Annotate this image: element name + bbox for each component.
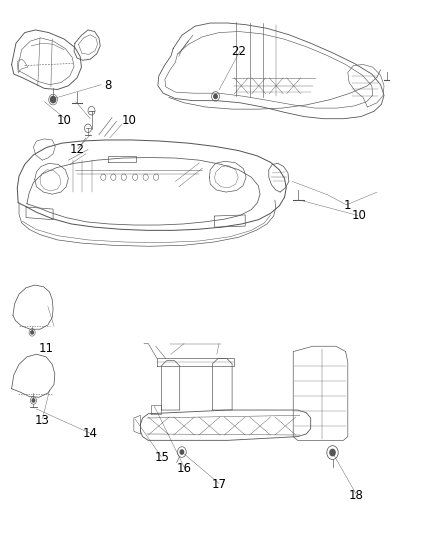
Text: 22: 22 [231,45,246,58]
Circle shape [214,94,217,99]
Text: 1: 1 [344,199,352,212]
Text: 18: 18 [349,489,364,502]
Circle shape [32,399,35,402]
Circle shape [330,449,335,456]
Circle shape [31,331,33,334]
Text: 16: 16 [177,462,191,475]
Circle shape [50,96,56,103]
Circle shape [180,450,184,454]
Text: 17: 17 [212,478,226,491]
Text: 13: 13 [35,414,49,427]
Text: 8: 8 [104,79,111,92]
Text: 11: 11 [39,342,54,356]
Text: 14: 14 [83,427,98,440]
Text: 12: 12 [70,143,85,156]
Text: 15: 15 [155,451,170,464]
Text: 10: 10 [122,114,137,127]
Text: 10: 10 [57,114,71,127]
Text: 10: 10 [351,209,366,222]
